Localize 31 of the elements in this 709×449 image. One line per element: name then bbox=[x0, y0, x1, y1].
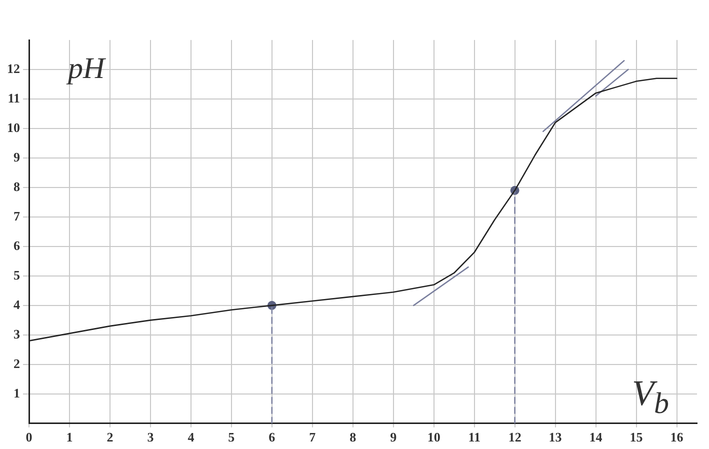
y-tick-label: 2 bbox=[14, 356, 20, 371]
x-tick-label: 5 bbox=[228, 430, 236, 445]
y-tick-label: 8 bbox=[14, 178, 20, 194]
x-tick-label: 6 bbox=[268, 430, 276, 445]
x-tick-label: 12 bbox=[508, 430, 522, 445]
x-tick-label: 1 bbox=[66, 430, 73, 445]
y-tick-label: 12 bbox=[7, 60, 20, 76]
x-tick-label: 3 bbox=[147, 430, 154, 445]
x-tick-label: 4 bbox=[188, 430, 195, 445]
x-tick-label: 2 bbox=[106, 430, 114, 445]
x-tick-label: 13 bbox=[548, 430, 562, 445]
y-tick-label: 11 bbox=[8, 90, 20, 106]
x-tick-label: 15 bbox=[630, 430, 644, 445]
y-tick-label: 4 bbox=[14, 296, 20, 312]
y-tick-label: 9 bbox=[14, 149, 20, 164]
y-tick-label: 3 bbox=[14, 326, 20, 342]
y-tick-label: 7 bbox=[14, 208, 20, 224]
x-tick-label: 10 bbox=[427, 430, 440, 445]
y-tick-label: 1 bbox=[14, 385, 20, 400]
x-tick-label: 14 bbox=[589, 430, 603, 445]
y-axis-title: pH bbox=[68, 52, 105, 86]
y-tick-label: 6 bbox=[14, 238, 20, 253]
x-tick-label: 0 bbox=[26, 430, 32, 445]
x-axis-title: V$_{b}$ bbox=[632, 372, 669, 422]
x-tick-label: 8 bbox=[350, 430, 357, 445]
x-tick-label: 9 bbox=[390, 430, 398, 445]
x-tick-label: 7 bbox=[309, 430, 316, 445]
y-tick-label: 10 bbox=[7, 120, 20, 135]
x-tick-label: 11 bbox=[468, 430, 480, 445]
y-tick-label: 5 bbox=[14, 267, 20, 282]
x-tick-label: 16 bbox=[670, 430, 684, 445]
